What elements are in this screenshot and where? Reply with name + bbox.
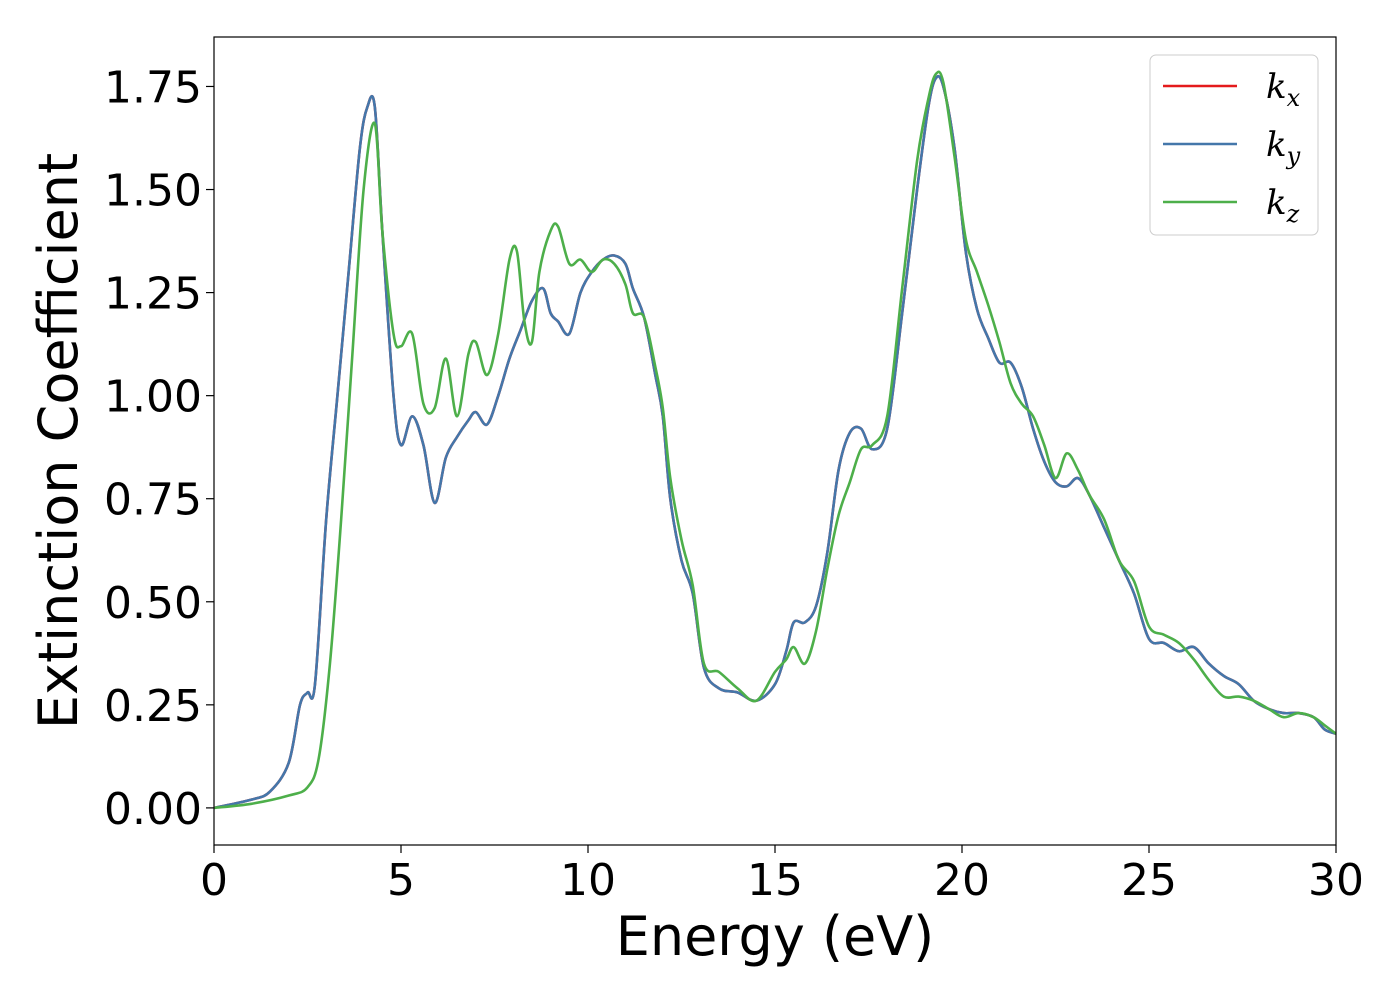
y-tick-label: 1.00 [104,372,202,423]
series-line-z [214,70,1336,810]
legend-label-base: k [1266,67,1287,107]
x-tick-label: 5 [387,855,415,906]
legend-label-z: kz [1266,183,1300,228]
legend-label-subscript: x [1287,84,1301,112]
series-lines [214,70,1336,810]
x-tick-label: 0 [200,855,228,906]
y-tick-label: 1.50 [104,166,202,217]
x-axis-label: Energy (eV) [616,905,935,968]
x-tick-label: 15 [747,855,803,906]
x-tick-label: 20 [934,855,990,906]
x-tick-label: 25 [1121,855,1177,906]
y-axis-ticks: 0.00 0.25 0.50 0.75 1.00 1.25 1.50 1.75 [104,62,214,835]
y-tick-label: 0.25 [104,681,202,732]
series-line-y [214,74,1336,810]
y-tick-label: 1.25 [104,269,202,320]
x-tick-label: 10 [560,855,616,906]
y-axis-label: Extinction Coefficient [27,153,90,729]
plot-frame [213,36,1337,846]
y-tick-label: 0.00 [104,784,202,835]
legend-label-x: kx [1266,67,1301,112]
x-tick-label: 30 [1308,855,1364,906]
y-tick-label: 0.50 [104,578,202,629]
legend-label-subscript: y [1286,142,1301,170]
legend-label-y: ky [1266,125,1301,170]
x-axis-ticks: 0 5 10 15 20 25 30 [200,845,1364,906]
legend-label-base: k [1266,183,1287,223]
legend-label-base: k [1266,125,1287,165]
legend-label-subscript: z [1286,200,1300,228]
y-tick-label: 1.75 [104,62,202,113]
y-tick-label: 0.75 [104,475,202,526]
